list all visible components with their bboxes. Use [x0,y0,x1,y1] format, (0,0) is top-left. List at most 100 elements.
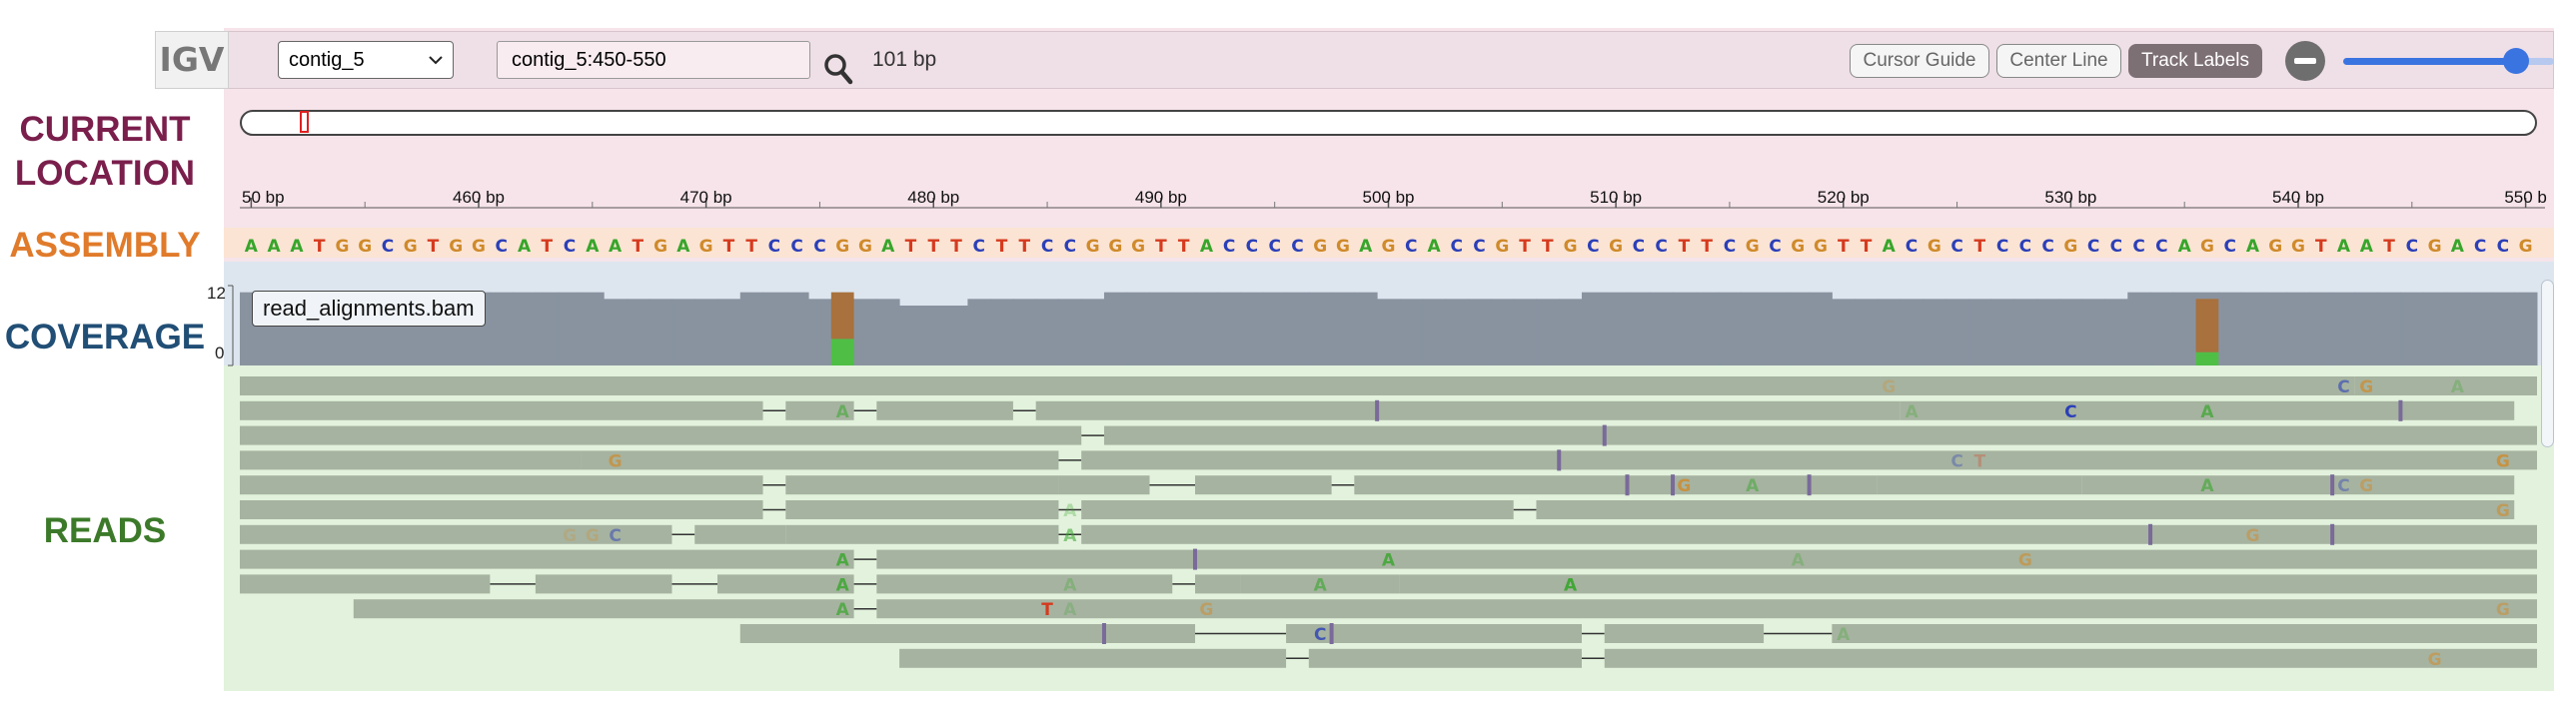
read-block [1399,574,2537,594]
coverage-bar [1604,292,1629,365]
read-insertion-marker [1101,623,1106,644]
coverage-bar [1012,299,1037,365]
read-block [876,549,2537,569]
reference-base: G [358,237,372,257]
read-block [785,500,1059,519]
reference-base: C [1223,237,1235,257]
reference-base: G [2268,237,2282,257]
search-icon[interactable] [822,52,854,86]
reference-base: C [2132,237,2144,257]
coverage-bar [876,299,900,365]
ruler-tick-label: 50 bp [242,188,285,207]
read-mismatch-base: G [609,451,623,471]
reference-base: G [653,237,667,257]
reference-base: T [1155,237,1167,257]
zoom-slider-thumb[interactable] [2503,48,2530,74]
reference-base: C [496,237,508,257]
reference-base: C [1451,237,1463,257]
read-block [1103,425,2537,445]
reference-base: C [1405,237,1417,257]
read-block [535,574,672,594]
coverage-bar [1741,292,1765,365]
coverage-bar [1990,299,2014,365]
reference-base: A [2246,237,2260,257]
coverage-bar [2286,292,2310,365]
read-insertion-marker [1807,474,1812,496]
coverage-bar [490,292,514,365]
coverage-bar [558,292,582,365]
coverage-bar [1967,299,1992,365]
coverage-bar [785,292,809,365]
window-width-label: 101 bp [872,48,937,71]
coverage-bar [1081,299,1105,365]
reference-base: G [1609,237,1623,257]
reference-base: C [2155,237,2167,257]
ruler-tick-label: 460 bp [453,188,505,207]
read-block [1604,624,1765,643]
center-line-button[interactable]: Center Line [1996,44,2121,78]
coverage-bar [990,299,1014,365]
read-block [2081,475,2515,495]
coverage-bar [2127,292,2151,365]
read-mismatch-base: C [609,526,621,546]
read-block [581,450,1059,470]
read-mismatch-base: C [2064,402,2076,422]
reference-base: A [2360,237,2374,257]
read-block [876,400,1013,420]
coverage-bar [1354,292,1378,365]
track-labels-button[interactable]: Track Labels [2128,44,2262,78]
reference-base: C [1950,237,1962,257]
coverage-bar [671,299,695,365]
track-scrollbar[interactable] [2541,280,2554,447]
ruler-tick-label: 470 bp [680,188,732,207]
coverage-bar [2058,299,2083,365]
read-mismatch-base: A [1063,501,1077,521]
reference-base: G [449,237,463,257]
current-location-label: CURRENT LOCATION [14,110,196,193]
read-block [1195,475,1332,495]
reference-base: C [813,237,825,257]
assembly-track [224,228,2554,258]
locus-search-input[interactable] [497,41,810,79]
reference-base: C [1246,237,1258,257]
coverage-bar [1945,299,1969,365]
coverage-bar [739,292,764,365]
reference-base: C [1724,237,1736,257]
reference-base: G [699,237,713,257]
coverage-bar [535,292,560,365]
reference-base: C [564,237,576,257]
coverage-bar [853,299,877,365]
reference-base: G [1746,237,1760,257]
read-block [1058,475,1150,495]
cursor-guide-button[interactable]: Cursor Guide [1850,44,1989,78]
ruler-tick-label: 490 bp [1135,188,1187,207]
zoom-slider[interactable] [2343,58,2517,65]
read-mismatch-base: A [1564,575,1578,595]
ruler-tick-label: 480 bp [907,188,959,207]
read-block [694,524,786,544]
reference-base: T [428,237,440,257]
zoom-out-icon[interactable] [2285,41,2325,81]
coverage-bar [513,292,537,365]
read-block [240,549,854,569]
zoom-slider-rest[interactable] [2516,58,2554,65]
reference-base: C [1473,237,1485,257]
coverage-bar [1399,299,1424,365]
reference-base: G [1313,237,1327,257]
chromosome-ideogram[interactable] [240,110,2537,136]
coverage-bar [2081,299,2106,365]
contig-select[interactable]: contig_5 [278,41,454,79]
read-mismatch-base: A [836,600,850,620]
read-mismatch-base: A [1063,600,1077,620]
coverage-bar [2263,292,2288,365]
coverage-bar [1126,292,1150,365]
coverage-bar [2241,292,2265,365]
read-block [1536,500,2515,519]
coverage-bar [1581,292,1606,365]
reference-base: T [633,237,644,257]
reference-base: T [723,237,735,257]
read-mismatch-base: G [2359,476,2373,496]
reference-base: C [1769,237,1781,257]
read-insertion-marker [1375,399,1380,421]
